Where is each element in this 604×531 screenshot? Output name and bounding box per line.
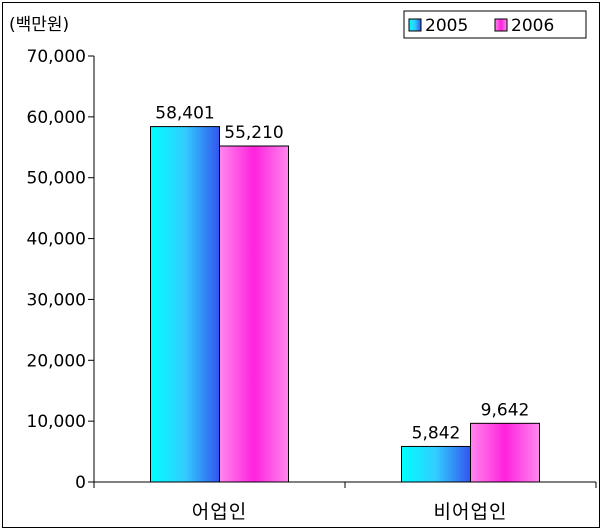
y-tick-label: 40,000: [27, 230, 86, 250]
y-tick-label: 10,000: [27, 412, 86, 432]
data-label: 5,842: [412, 423, 461, 443]
bars: 58,401 55,210 5,842 9,642: [150, 104, 540, 483]
y-tick-label: 70,000: [27, 47, 86, 67]
x-category-label: 비어업인: [434, 501, 508, 523]
y-tick-label: 60,000: [27, 108, 86, 128]
legend-label: 2006: [511, 16, 554, 36]
y-tick-label: 0: [75, 473, 86, 493]
legend-label: 2005: [425, 16, 468, 36]
x-axis: 어업인 비어업인: [93, 481, 597, 523]
x-category-label: 어업인: [192, 501, 247, 523]
legend-swatch-2006: [494, 18, 508, 32]
y-tick-label: 50,000: [27, 169, 86, 189]
data-label: 55,210: [224, 123, 283, 143]
y-tick-label: 20,000: [27, 351, 86, 371]
legend-swatch-2005: [408, 18, 422, 32]
y-tick-label: 30,000: [27, 290, 86, 310]
bar-2006-2: [470, 422, 540, 483]
data-label: 9,642: [481, 400, 530, 420]
data-label: 58,401: [155, 104, 214, 124]
bar-chart: (백만원) 2005 2006 0 10,000 20,000 30,000 40,000…: [9, 10, 597, 523]
legend: 2005 2006: [403, 10, 587, 39]
y-axis: 0 10,000 20,000 30,000 40,000 50,000 60,000 70,…: [27, 47, 95, 493]
y-axis-unit-label: (백만원): [9, 15, 69, 35]
bar-2005-2: [401, 445, 471, 483]
bar-2005-1: [150, 126, 220, 483]
bar-2006-1: [219, 145, 289, 483]
